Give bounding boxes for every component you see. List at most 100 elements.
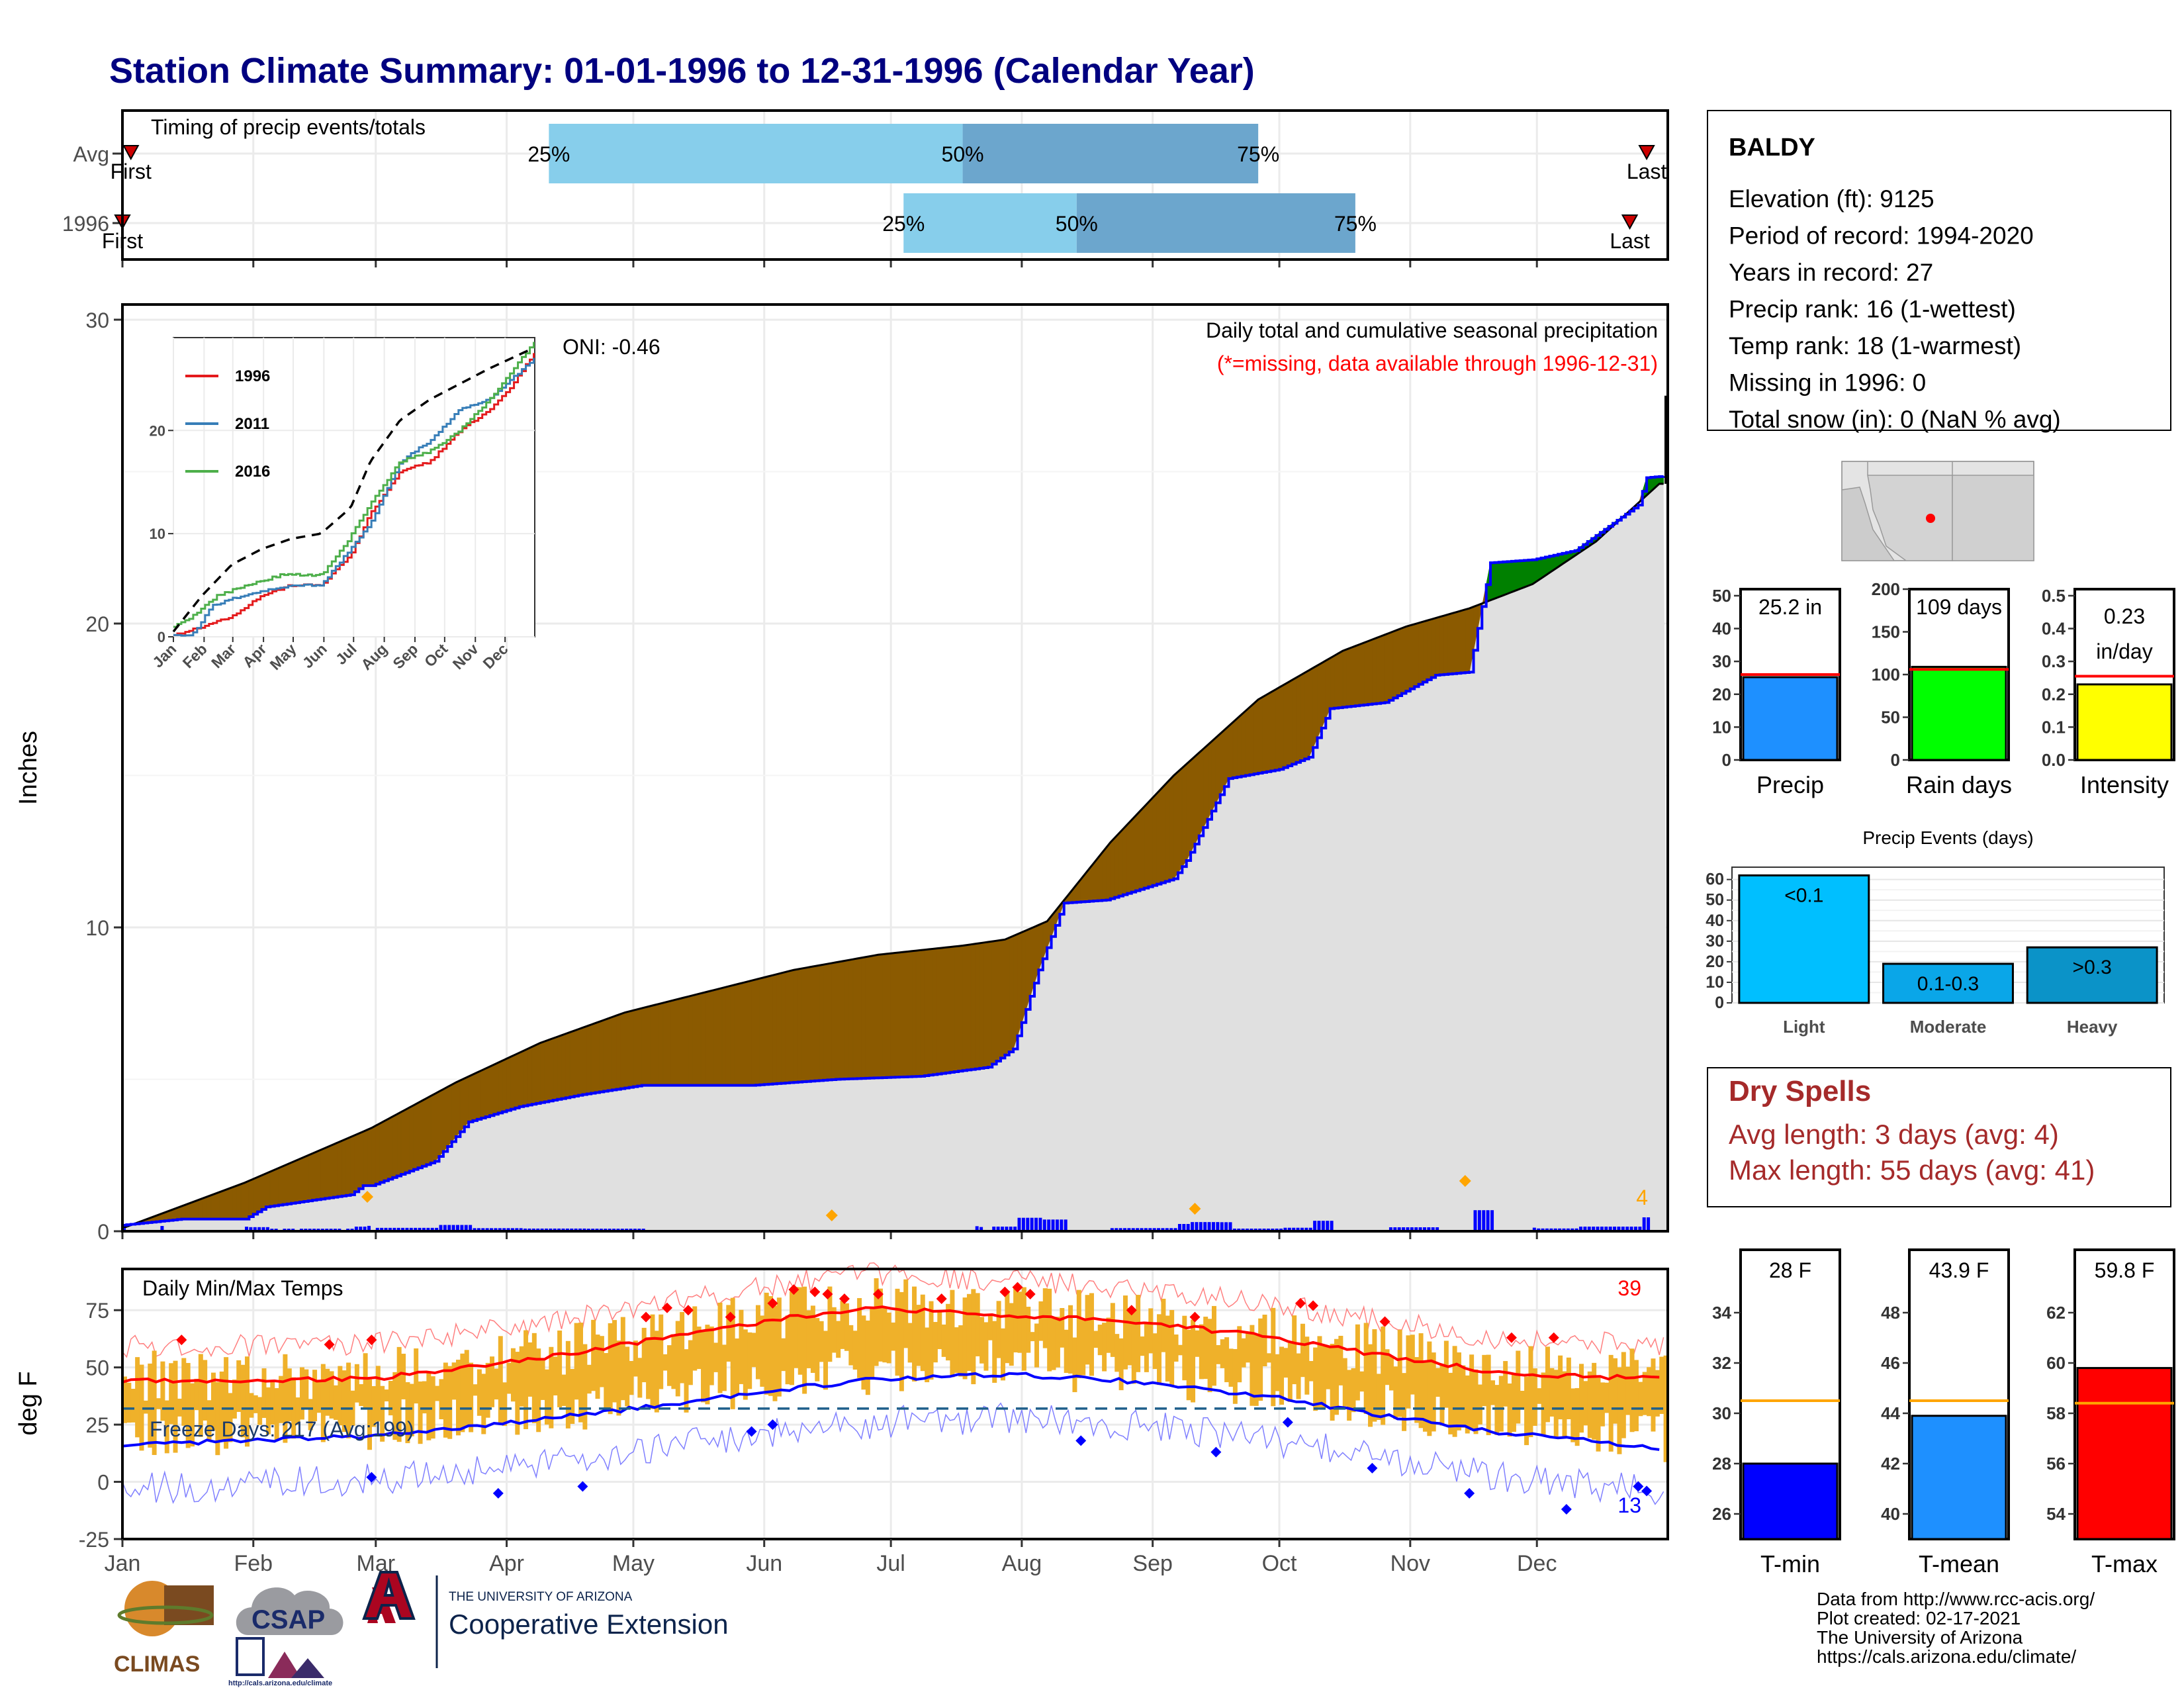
summary-value-label: 25.2 in	[1758, 595, 1822, 619]
credit-line: Plot created: 02-17-2021	[1817, 1608, 2021, 1628]
temp-ytick-label: 62	[2046, 1303, 2066, 1323]
summary-ytick-label: 0.3	[2042, 651, 2066, 671]
events-category-label: Heavy	[2067, 1017, 2118, 1037]
climas-logo: CLIMAS	[114, 1581, 214, 1677]
record-high-marker	[1189, 1311, 1201, 1323]
summary-ytick-label: 50	[1712, 586, 1731, 606]
summary-ytick-label: 30	[1712, 651, 1731, 671]
record-high-marker	[682, 1305, 694, 1316]
inset-legend-label: 1996	[235, 367, 270, 385]
timing-bar-25-50	[549, 124, 963, 183]
logos: CLIMAS CSAP http://cals.arizona.edu/clim…	[114, 1571, 729, 1687]
temps-title: Daily Min/Max Temps	[142, 1276, 343, 1300]
last-event-label: Last	[1610, 229, 1650, 253]
temp-category-label: T-max	[2091, 1550, 2158, 1577]
climas-logo-text: CLIMAS	[114, 1652, 200, 1677]
events-ytick-label: 40	[1706, 912, 1724, 930]
summary-bar-Intensity	[2076, 683, 2173, 761]
temp-bar-charts: 26 28 30 32 34 28 F T-min 40 42 44 46 48 43.9 F T-mea…	[1712, 1248, 2175, 1577]
record-low-marker	[767, 1419, 778, 1430]
month-label: Nov	[1390, 1551, 1430, 1576]
inset-average-line	[172, 347, 533, 633]
dry-spells-max: Max length: 55 days (avg: 41)	[1729, 1154, 2095, 1186]
station-info-line: Elevation (ft): 9125	[1729, 185, 1934, 212]
temps-ylabel: deg F	[15, 1371, 42, 1435]
station-info-line: Temp rank: 18 (1-warmest)	[1729, 332, 2021, 359]
month-label: May	[612, 1551, 655, 1576]
precip-ylabel: Inches	[15, 731, 42, 805]
last-event-label: Last	[1627, 160, 1667, 183]
observed-cumulative-line	[122, 475, 1665, 1227]
summary-bar-charts: 0 10 20 30 40 50 25.2 in Precip 0 50 100 150 200 109 …	[1712, 579, 2175, 798]
missing-note: (*=missing, data available through 1996-…	[1217, 352, 1658, 375]
record-low-marker	[1633, 1481, 1644, 1492]
station-info-line: Precip rank: 16 (1-wettest)	[1729, 296, 2016, 323]
csap-logo: CSAP http://cals.arizona.edu/climate	[228, 1587, 343, 1687]
inset-legend-label: 2016	[235, 463, 270, 481]
temp-ytick-label: 42	[1881, 1454, 1900, 1474]
temps-ytick-label: 50	[85, 1356, 109, 1380]
first-event-marker	[122, 145, 140, 161]
events-ytick-label: 0	[1715, 994, 1724, 1012]
record-high-count: 39	[1617, 1276, 1641, 1300]
timing-bar-50-75	[962, 124, 1259, 183]
oni-label: ONI: -0.46	[563, 335, 660, 359]
summary-ytick-label: 200	[1872, 579, 1900, 599]
timing-panel: Timing of precip events/totals 25% 50% 75%…	[62, 109, 1669, 267]
temp-ytick-label: 54	[2046, 1504, 2066, 1524]
timing-p25-label: 25%	[882, 212, 925, 236]
dry-spells-title: Dry Spells	[1729, 1075, 1871, 1107]
observed-cumulative-area	[122, 476, 1668, 1232]
record-high-marker	[1012, 1282, 1023, 1293]
summary-category-label: Precip	[1756, 771, 1824, 798]
month-label: Aug	[1002, 1551, 1042, 1576]
csap-logo-text: CSAP	[251, 1605, 325, 1634]
record-high-marker	[809, 1286, 821, 1297]
month-label: Dec	[1517, 1551, 1557, 1576]
summary-bar-Precip	[1742, 676, 1839, 761]
temp-ytick-label: 58	[2046, 1403, 2066, 1423]
temp-category-label: T-mean	[1919, 1550, 1999, 1577]
precip-ytick-label: 30	[85, 308, 109, 332]
record-high-marker	[661, 1302, 672, 1313]
inset-ytick-label: 10	[150, 526, 165, 542]
heavy-event-marker	[361, 1191, 374, 1203]
inset-series-1996	[173, 353, 535, 636]
record-low-marker	[1075, 1435, 1087, 1446]
summary-ytick-label: 50	[1881, 708, 1900, 727]
average-cumulative-line	[122, 483, 1664, 1229]
temps-ytick-label: 25	[85, 1413, 109, 1437]
timing-bar-25-50	[903, 193, 1077, 253]
record-high-marker	[999, 1286, 1011, 1297]
temps-ytick-label: -25	[79, 1528, 109, 1552]
timing-row-label: 1996	[62, 212, 109, 236]
events-bar-label: >0.3	[2073, 957, 2112, 978]
station-info-line: Period of record: 1994-2020	[1729, 222, 2034, 250]
record-low-marker	[1641, 1485, 1653, 1497]
record-low-marker	[746, 1426, 757, 1437]
events-category-label: Light	[1783, 1017, 1825, 1037]
summary-value-unit: in/day	[2096, 639, 2152, 663]
record-high-marker	[788, 1284, 799, 1295]
summary-ytick-label: 0.4	[2042, 619, 2066, 639]
credit-line: Data from http://www.rcc-acis.org/	[1817, 1589, 2095, 1609]
month-label: Jun	[746, 1551, 782, 1576]
record-high-marker	[839, 1293, 850, 1304]
station-info-line: Total snow (in): 0 (NaN % avg)	[1729, 406, 2061, 433]
events-category-label: Moderate	[1910, 1017, 1987, 1037]
heavy-count-label: 4	[1636, 1186, 1648, 1209]
events-bar-Heavy	[2026, 946, 2158, 1004]
first-event-label: First	[111, 160, 152, 183]
temp-ytick-label: 60	[2046, 1353, 2066, 1373]
ua-big-text: Cooperative Extension	[449, 1609, 729, 1640]
record-low-marker	[577, 1481, 588, 1492]
locator-map	[1841, 461, 2034, 561]
temp-category-label: T-min	[1760, 1550, 1820, 1577]
events-ytick-label: 60	[1706, 870, 1724, 889]
station-name: BALDY	[1729, 134, 1815, 162]
average-min-line	[122, 1372, 1660, 1451]
record-low-marker	[366, 1472, 377, 1483]
events-bar-Moderate	[1882, 962, 2014, 1004]
record-low-count: 13	[1617, 1493, 1641, 1517]
temp-ytick-label: 46	[1881, 1353, 1900, 1373]
